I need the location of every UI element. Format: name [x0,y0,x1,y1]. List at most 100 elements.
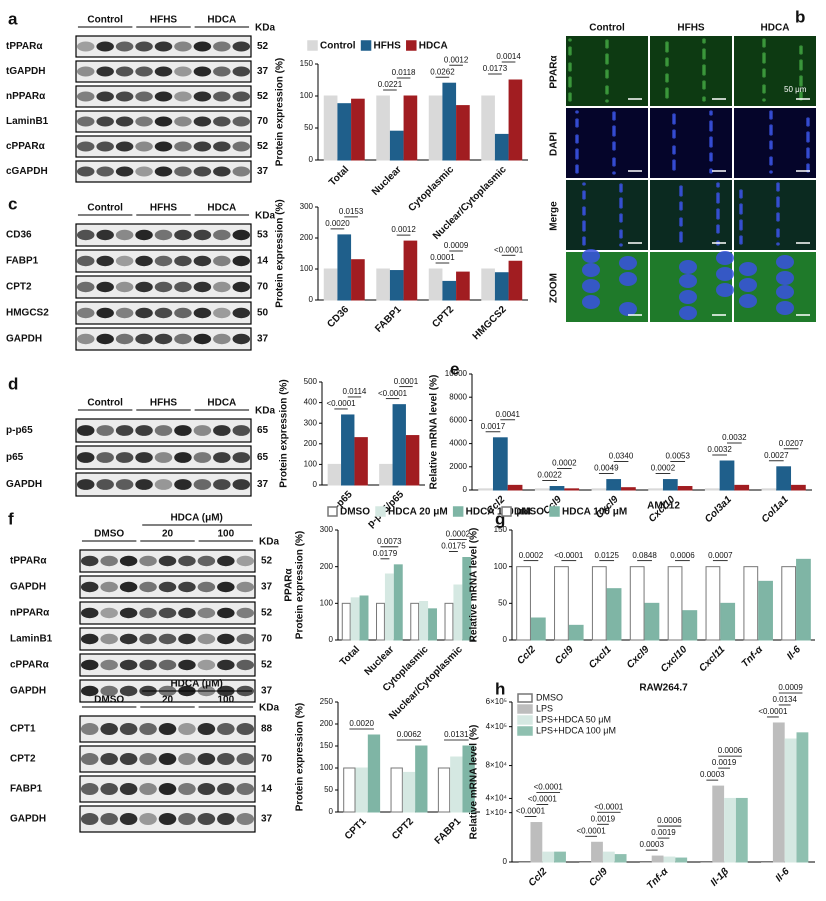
bar [327,463,342,486]
blot-band [119,633,138,645]
blot-band [193,479,212,490]
p-value: 0.0153 [339,207,364,216]
micrograph [650,180,732,250]
bar [354,437,368,486]
bar [415,745,428,813]
blot-band [217,659,235,671]
bar [492,437,508,491]
blot-group: HDCA [207,15,236,26]
micrograph [734,108,816,178]
bar [667,566,683,641]
y-axis-label: Relative mRNA level (%) [469,725,480,840]
legend-swatch [549,506,560,517]
p-value: <0.0001 [516,807,546,816]
x-tick-label: HMGCS2 [471,304,509,342]
blot-band [135,333,153,345]
nucleus [799,75,803,79]
blot-kda: 65 [257,425,269,436]
x-tick-label: CPT2 [390,816,416,842]
nucleus [568,38,572,42]
blot-band [115,255,134,267]
blot-group: HFHS [150,203,178,214]
x-tick-label: Cxcl11 [697,644,727,674]
y-axis-label: PPARα [284,568,295,602]
blot-band [193,166,212,177]
blot-band [135,452,153,463]
bar [337,103,352,161]
bar [355,767,368,813]
bar [781,566,797,641]
bar [758,580,773,641]
p-value: <0.0001 [758,707,788,716]
p-value: <0.0001 [577,826,607,835]
blot-kda: 14 [257,256,269,267]
nucleus [575,148,579,152]
blot-row-label: CD36 [6,230,32,241]
x-tick-label: Ccl2 [515,644,538,667]
bar [419,601,429,641]
bar [403,240,418,301]
nucleus [582,190,586,194]
bar [350,597,360,641]
nucleus [702,96,706,100]
legend-swatch [517,715,533,725]
nucleus [612,111,616,115]
blot-band [135,479,153,490]
bar [554,851,566,863]
blot-band [236,555,255,567]
nucleus [605,99,609,103]
y-tick-label: 4×10⁴ [486,794,508,803]
blot-band [100,581,118,593]
blot-band [96,91,114,102]
blot-band [236,581,255,593]
p-value: 0.0041 [495,410,520,419]
blot-band [100,723,118,735]
blot-kda: 37 [261,582,273,593]
blot-kda: 14 [261,784,273,795]
bar [481,268,495,301]
legend-swatch [517,693,533,703]
nucleus [619,243,623,247]
p-value: 0.0001 [394,377,419,386]
blot-band [154,141,173,152]
nucleus [679,217,683,221]
nucleus [605,39,609,43]
blot-band [232,452,251,463]
blot-band [178,581,196,593]
blot-kda: 70 [257,282,269,293]
p-value: 0.0049 [594,464,619,473]
blot-row-label: FABP1 [10,784,43,795]
blot-group: DMSO [94,529,124,540]
blot-band [232,166,251,177]
blot-band [158,555,177,567]
p-value: <0.0001 [554,551,584,560]
nucleus [582,220,586,224]
blot-row-label: LaminB1 [10,634,53,645]
blot-band [115,66,134,77]
blot-row-label: FABP1 [6,256,39,267]
bar [516,566,531,641]
blot-band [193,229,212,241]
legend-label: DMSO [514,507,544,518]
bar [508,79,523,161]
bar [341,602,351,641]
legend-swatch [517,704,533,714]
nucleus [702,64,706,68]
micrograph [650,108,732,178]
legend-label: HFHS [374,41,402,52]
blot-group: Control [87,398,123,409]
blot-band [174,307,192,319]
bar [428,608,437,641]
p-value: <0.0001 [494,245,524,254]
blot-band [96,229,114,241]
bar [662,479,678,491]
p-value: 0.0262 [430,67,455,76]
p-value: 0.0032 [722,433,747,442]
nucleus [739,294,757,308]
blot-band [80,685,99,697]
bar [734,484,750,491]
p-value: 0.0053 [665,452,690,461]
blot-row-label: GAPDH [6,334,42,345]
y-tick-label: 150 [494,525,508,534]
